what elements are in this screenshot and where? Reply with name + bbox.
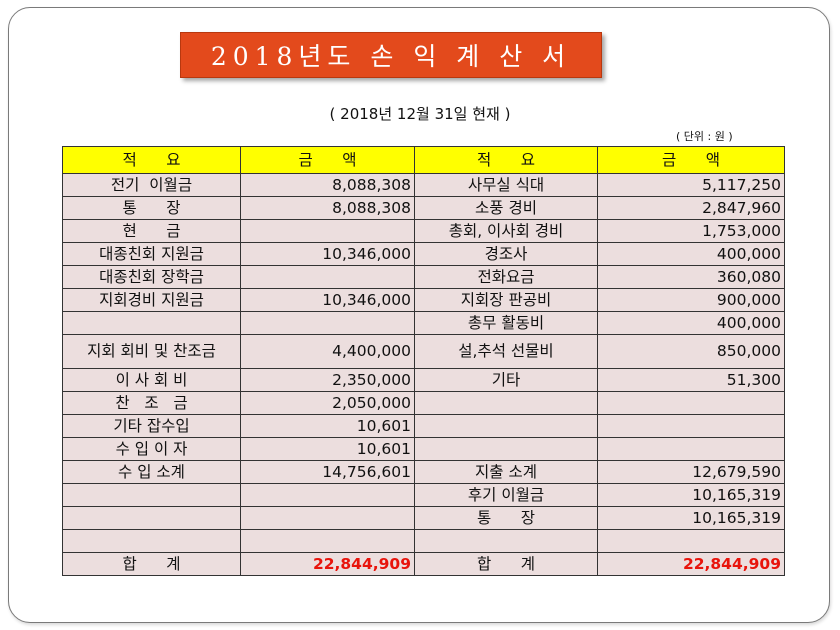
left-item-cell: 전기 이월금 — [62, 173, 241, 197]
total-right-label: 합 계 — [414, 552, 598, 576]
left-item-cell: 지회 회비 및 찬조금 — [62, 334, 241, 369]
right-amount-cell — [597, 529, 785, 553]
left-item-cell — [62, 483, 241, 507]
right-item-cell — [414, 391, 598, 415]
table-row: 기타 잡수입 10,601 — [62, 414, 785, 438]
header-right-amount: 금 액 — [597, 146, 785, 174]
right-amount-cell: 900,000 — [597, 288, 785, 312]
right-amount-cell: 850,000 — [597, 334, 785, 369]
left-item-cell: 통 장 — [62, 196, 241, 220]
left-amount-cell: 2,350,000 — [240, 368, 415, 392]
table-row: 지회경비 지원금 10,346,000 지회장 판공비 900,000 — [62, 288, 785, 312]
header-left-item: 적 요 — [62, 146, 241, 174]
right-amount-cell: 400,000 — [597, 242, 785, 266]
table-row: 현 금 총회, 이사회 경비 1,753,000 — [62, 219, 785, 243]
left-amount-cell: 2,050,000 — [240, 391, 415, 415]
table-row: 지회 회비 및 찬조금 4,400,000 설,추석 선물비 850,000 — [62, 334, 785, 369]
table-row: 대종친회 장학금 전화요금 360,080 — [62, 265, 785, 289]
right-amount-cell — [597, 437, 785, 461]
right-amount-cell: 1,753,000 — [597, 219, 785, 243]
header-right-item: 적 요 — [414, 146, 598, 174]
left-item-cell — [62, 311, 241, 335]
right-item-cell: 통 장 — [414, 506, 598, 530]
left-item-cell: 대종친회 장학금 — [62, 265, 241, 289]
left-item-cell — [62, 529, 241, 553]
table-row: 후기 이월금 10,165,319 — [62, 483, 785, 507]
left-item-cell: 찬 조 금 — [62, 391, 241, 415]
left-amount-cell — [240, 265, 415, 289]
right-item-cell: 설,추석 선물비 — [414, 334, 598, 369]
right-amount-cell — [597, 414, 785, 438]
table-row: 대종친회 지원금 10,346,000 경조사 400,000 — [62, 242, 785, 266]
table-row — [62, 529, 785, 553]
right-item-cell — [414, 414, 598, 438]
left-amount-cell: 10,346,000 — [240, 242, 415, 266]
left-amount-cell: 8,088,308 — [240, 196, 415, 220]
right-item-cell: 총회, 이사회 경비 — [414, 219, 598, 243]
left-amount-cell: 10,346,000 — [240, 288, 415, 312]
left-amount-cell — [240, 311, 415, 335]
right-amount-cell: 360,080 — [597, 265, 785, 289]
table-row: 이 사 회 비 2,350,000 기타 51,300 — [62, 368, 785, 392]
left-amount-cell — [240, 529, 415, 553]
right-amount-cell: 2,847,960 — [597, 196, 785, 220]
left-amount-cell: 4,400,000 — [240, 334, 415, 369]
table-row: 전기 이월금 8,088,308 사무실 식대 5,117,250 — [62, 173, 785, 197]
right-item-cell — [414, 437, 598, 461]
right-item-cell: 지출 소계 — [414, 460, 598, 484]
total-left-label: 합 계 — [62, 552, 241, 576]
date-line: ( 2018년 12월 31일 현재 ) — [329, 105, 511, 123]
left-amount-cell: 8,088,308 — [240, 173, 415, 197]
right-amount-cell: 400,000 — [597, 311, 785, 335]
table-row: 통 장 10,165,319 — [62, 506, 785, 530]
table-row: 총무 활동비 400,000 — [62, 311, 785, 335]
left-item-cell: 이 사 회 비 — [62, 368, 241, 392]
table-row: 수 입 이 자 10,601 — [62, 437, 785, 461]
table-row: 찬 조 금 2,050,000 — [62, 391, 785, 415]
left-item-cell: 수 입 이 자 — [62, 437, 241, 461]
right-amount-cell — [597, 391, 785, 415]
left-amount-cell: 10,601 — [240, 414, 415, 438]
left-amount-cell: 14,756,601 — [240, 460, 415, 484]
right-item-cell: 사무실 식대 — [414, 173, 598, 197]
left-item-cell: 대종친회 지원금 — [62, 242, 241, 266]
right-item-cell: 소풍 경비 — [414, 196, 598, 220]
right-item-cell — [414, 529, 598, 553]
right-item-cell: 총무 활동비 — [414, 311, 598, 335]
right-item-cell: 후기 이월금 — [414, 483, 598, 507]
right-amount-cell: 12,679,590 — [597, 460, 785, 484]
left-item-cell: 현 금 — [62, 219, 241, 243]
right-amount-cell: 10,165,319 — [597, 506, 785, 530]
left-item-cell — [62, 506, 241, 530]
header-left-amount: 금 액 — [240, 146, 415, 174]
right-amount-cell: 10,165,319 — [597, 483, 785, 507]
page-title: 2018년도 손 익 계 산 서 — [180, 32, 602, 78]
total-left-amount: 22,844,909 — [240, 552, 415, 576]
left-amount-cell — [240, 219, 415, 243]
right-amount-cell: 51,300 — [597, 368, 785, 392]
left-amount-cell: 10,601 — [240, 437, 415, 461]
total-right-amount: 22,844,909 — [597, 552, 785, 576]
left-amount-cell — [240, 483, 415, 507]
right-item-cell: 지회장 판공비 — [414, 288, 598, 312]
left-item-cell: 수 입 소계 — [62, 460, 241, 484]
unit-note: ( 단위 : 원 ) — [676, 130, 733, 143]
right-item-cell: 전화요금 — [414, 265, 598, 289]
total-row: 합 계 22,844,909 합 계 22,844,909 — [62, 552, 785, 576]
table-row: 수 입 소계 14,756,601 지출 소계 12,679,590 — [62, 460, 785, 484]
right-item-cell: 기타 — [414, 368, 598, 392]
left-item-cell: 기타 잡수입 — [62, 414, 241, 438]
table-row: 통 장 8,088,308 소풍 경비 2,847,960 — [62, 196, 785, 220]
right-amount-cell: 5,117,250 — [597, 173, 785, 197]
income-statement-table: 적 요 금 액 적 요 금 액 전기 이월금 8,088,308 사무실 식대 … — [62, 146, 785, 576]
right-item-cell: 경조사 — [414, 242, 598, 266]
table-header-row: 적 요 금 액 적 요 금 액 — [62, 146, 785, 174]
left-item-cell: 지회경비 지원금 — [62, 288, 241, 312]
left-amount-cell — [240, 506, 415, 530]
